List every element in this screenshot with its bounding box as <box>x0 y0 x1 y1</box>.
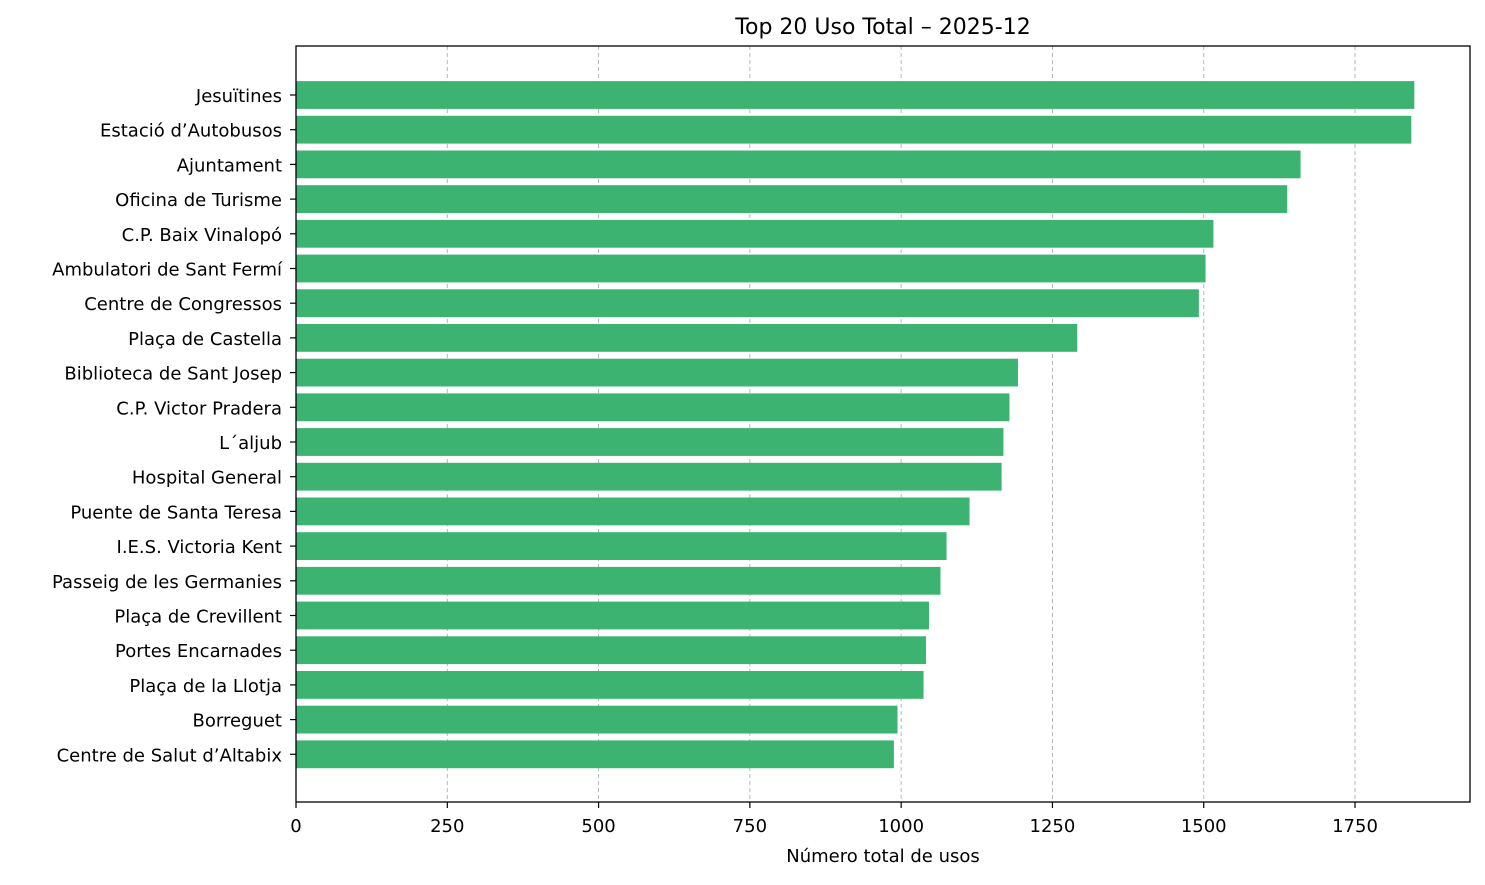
bar <box>296 671 924 699</box>
y-tick-label: Passeig de les Germanies <box>52 572 282 593</box>
bar <box>296 740 894 769</box>
x-tick-label: 1750 <box>1332 816 1378 837</box>
y-tick-label: Ajuntament <box>177 155 282 176</box>
y-tick-label: Estació d’Autobusos <box>100 121 282 142</box>
bar <box>296 358 1018 387</box>
y-tick-label: Centre de Salut d’Altabix <box>57 745 283 766</box>
bar <box>296 566 941 595</box>
y-tick-labels: Jesuïtines Estació d’Autobusos Ajuntament O… <box>52 86 296 766</box>
plot-frame <box>295 45 1471 803</box>
bar <box>296 150 1301 179</box>
bar <box>296 115 1412 144</box>
bar <box>296 497 970 526</box>
x-tick-label: 250 <box>430 816 464 837</box>
x-tick-label: 0 <box>290 816 301 837</box>
bar <box>296 532 947 560</box>
y-tick-label: Plaça de Castella <box>128 329 282 350</box>
bar <box>296 185 1288 213</box>
bar <box>296 219 1214 248</box>
bar <box>296 601 929 630</box>
y-tick-label: Plaça de Crevillent <box>114 607 282 628</box>
y-tick-label: Puente de Santa Teresa <box>70 502 282 523</box>
bars <box>296 81 1415 769</box>
bar <box>296 254 1206 283</box>
bar <box>296 324 1078 352</box>
bar <box>296 636 926 665</box>
x-axis-label: Número total de usos <box>786 846 980 867</box>
bar <box>296 428 1004 456</box>
x-tick-label: 750 <box>733 816 767 837</box>
y-tick-label: Borreguet <box>193 711 283 732</box>
chart-title: Top 20 Uso Total – 2025-12 <box>734 15 1030 40</box>
bar <box>296 81 1415 109</box>
x-tick-label: 1250 <box>1030 816 1076 837</box>
bar <box>296 289 1199 318</box>
bar <box>296 462 1002 491</box>
y-tick-label: Portes Encarnades <box>115 641 282 662</box>
x-tick-labels: 0 250 500 750 1000 1250 1500 1750 <box>290 802 1378 837</box>
x-tick-label: 1000 <box>878 816 924 837</box>
y-tick-label: Plaça de la Llotja <box>129 676 282 697</box>
bar <box>296 393 1010 422</box>
y-tick-label: C.P. Victor Pradera <box>116 398 282 419</box>
x-tick-label: 500 <box>581 816 615 837</box>
y-tick-label: Jesuïtines <box>195 86 282 107</box>
y-tick-label: Centre de Congressos <box>84 294 282 315</box>
y-tick-label: I.E.S. Victoria Kent <box>117 537 282 558</box>
y-tick-label: Hospital General <box>132 468 282 489</box>
y-tick-label: L´aljub <box>219 433 282 454</box>
y-tick-label: Biblioteca de Sant Josep <box>64 364 282 385</box>
y-tick-label: Ambulatori de Sant Fermí <box>52 260 283 281</box>
x-tick-label: 1500 <box>1181 816 1227 837</box>
y-tick-label: Oficina de Turisme <box>115 190 282 211</box>
bar <box>296 705 898 734</box>
y-tick-label: C.P. Baix Vinalopó <box>122 225 282 246</box>
